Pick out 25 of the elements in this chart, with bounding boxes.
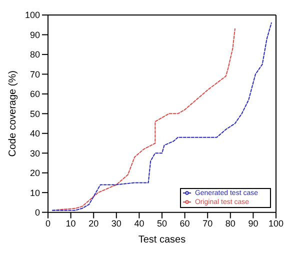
x-tick-label: 80	[225, 218, 236, 229]
y-tick-label: 80	[30, 50, 40, 60]
y-tick-label: 40	[30, 128, 40, 139]
x-axis-title: Test cases	[138, 234, 186, 246]
y-tick-label: 60	[30, 89, 40, 100]
x-tick-label: 10	[66, 218, 76, 229]
x-tick-label: 30	[111, 218, 122, 229]
y-tick-label: 90	[30, 30, 40, 40]
y-tick-label: 20	[30, 168, 40, 178]
x-tick-label: 70	[202, 218, 213, 229]
y-tick-label: 10	[30, 188, 40, 198]
x-tick-label: 90	[248, 218, 258, 229]
y-tick-label: 30	[30, 148, 40, 158]
x-tick-label: 40	[134, 218, 144, 229]
line-series	[52, 22, 272, 211]
y-tick-label: 0	[34, 208, 40, 218]
y-tick-label: 70	[30, 69, 40, 80]
x-tick-label: 0	[45, 218, 51, 229]
y-axis-title: Code coverage (%)	[8, 70, 19, 157]
y-tick-label: 100	[24, 10, 40, 20]
y-tick-label: 50	[30, 108, 40, 119]
x-tick-label: 50	[156, 218, 168, 229]
x-tick-label: 60	[180, 218, 190, 229]
x-tick-label: 20	[88, 218, 99, 229]
x-tick-label: 100	[268, 218, 284, 229]
